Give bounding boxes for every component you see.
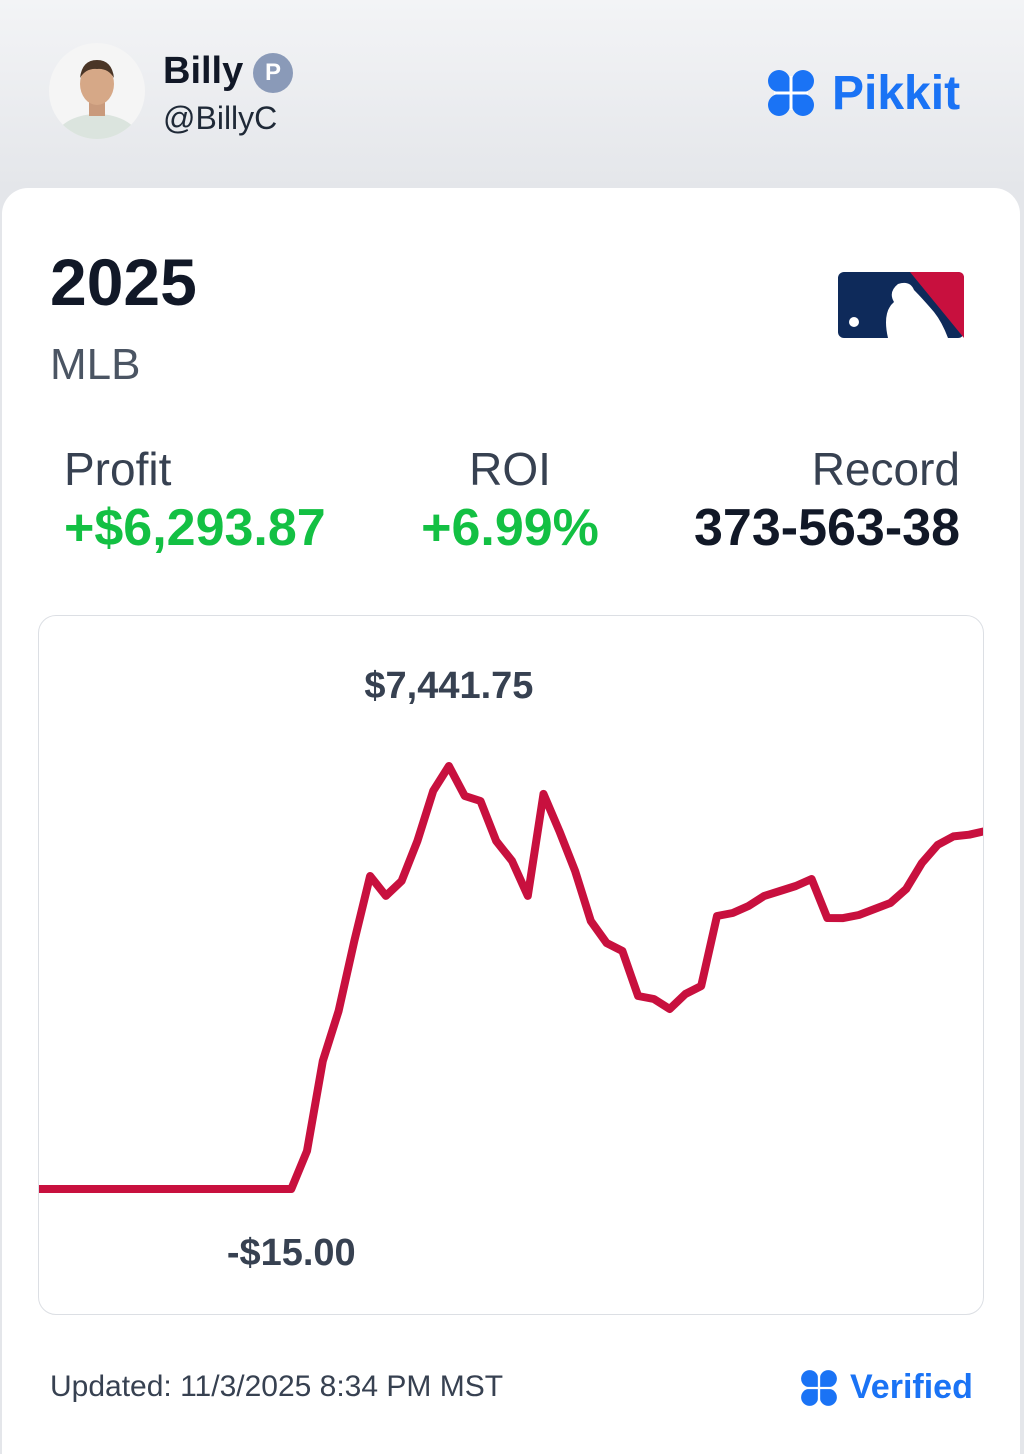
annotation: $7,441.75	[364, 665, 533, 707]
chart-box: $7,441.75 -$15.00	[38, 615, 984, 1315]
brand-logo	[768, 70, 814, 116]
stat-value: +6.99%	[421, 499, 599, 557]
league-logo	[838, 272, 964, 338]
stat-value: 373-563-38	[694, 499, 960, 557]
chart: $7,441.75 -$15.00	[39, 665, 983, 1274]
user-name: Billy	[163, 50, 244, 92]
stat-value: +$6,293.87	[64, 499, 326, 557]
line	[39, 762, 983, 1193]
stat-label: ROI	[469, 443, 551, 495]
avatar	[49, 43, 145, 139]
updated-time: Updated: 11/3/2025 8:34 PM MST	[50, 1370, 504, 1403]
card	[2, 188, 1020, 1454]
season-year: 2025	[50, 245, 197, 319]
stat-label: Profit	[64, 443, 172, 495]
stat-label: Record	[811, 443, 960, 495]
user-handle: @BillyC	[163, 100, 278, 136]
annotation: -$15.00	[227, 1232, 356, 1274]
verified-icon	[801, 1370, 837, 1406]
brand-name: Pikkit	[832, 67, 961, 120]
verified-label: Verified	[850, 1368, 973, 1406]
league: MLB	[50, 340, 141, 389]
user-badge: P	[253, 53, 293, 93]
